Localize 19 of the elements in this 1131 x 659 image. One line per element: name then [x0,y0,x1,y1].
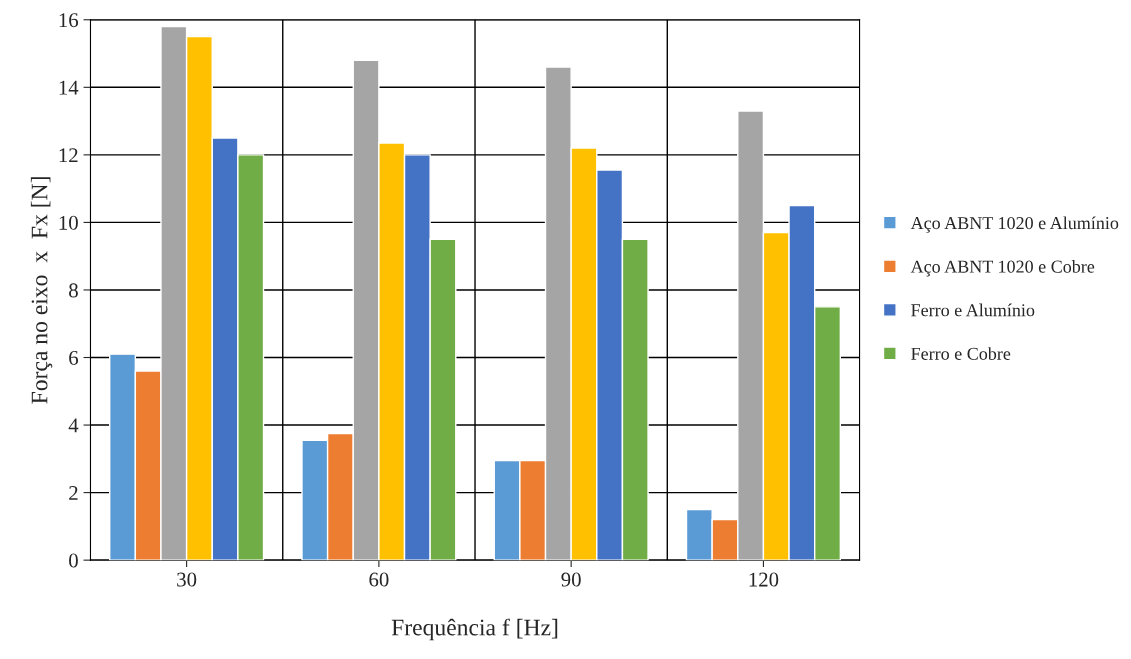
y-tick-label: 2 [69,486,78,500]
legend-label: Ferro e Cobre [911,347,1011,360]
x-tick-label: 60 [369,572,389,587]
y-tick-label: 10 [59,215,78,230]
y-tick-label: 6 [69,350,79,365]
y-tick-label: 8 [69,283,78,298]
y-tick-label: 4 [68,418,79,433]
legend-label: Ferro e Alumínio [911,303,1035,317]
y-tick-label: 12 [59,148,78,163]
x-axis-title: Frequência f [Hz] [391,618,558,641]
x-tick-label: 120 [749,572,779,587]
y-tick-label: 0 [69,553,78,568]
y-tick-label: 16 [59,13,79,28]
y-axis-title: Força no eixo x Fx [N] [30,177,53,404]
legend-label: Aço ABNT 1020 e Cobre [910,260,1095,277]
x-tick-label: 90 [561,572,581,587]
y-tick-label: 14 [59,80,79,95]
x-tick-label: 30 [177,572,197,587]
legend-label: Aço ABNT 1020 e Alumínio [910,216,1119,233]
